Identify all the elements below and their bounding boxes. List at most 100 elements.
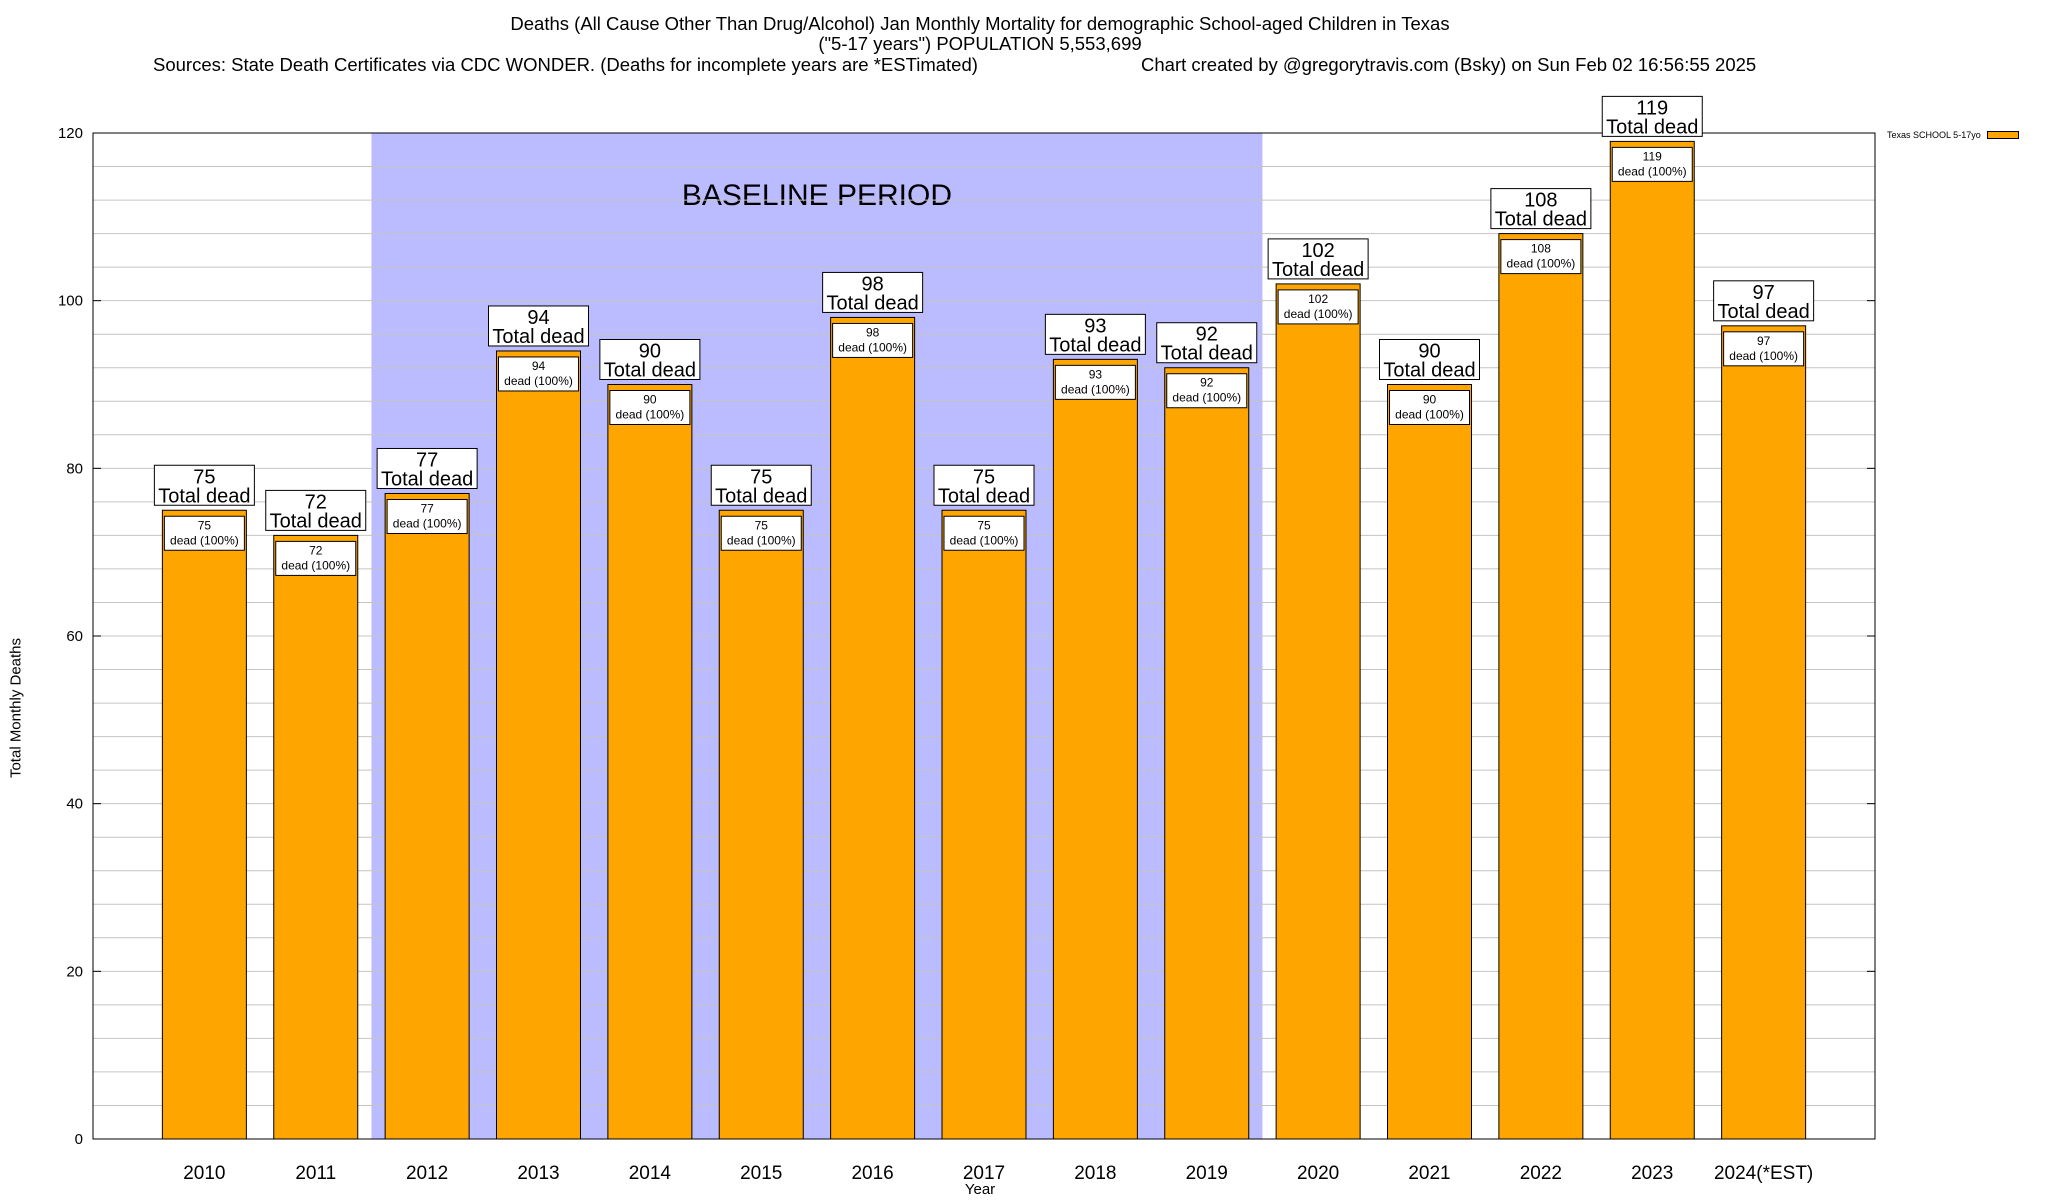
bar-inner-value: 75 [755,518,769,532]
bar-total-value: 72 [305,491,327,513]
bar-inner-percent: dead (100%) [1172,391,1241,405]
bar-total-label-box [1379,339,1480,380]
x-tick-label: 2023 [1631,1163,1673,1184]
x-tick-label: 2010 [183,1163,225,1184]
bar-total-label-box [1713,280,1815,322]
bar-total-label-box [933,464,1035,506]
legend-label: Texas SCHOOL 5-17yo [1887,130,1981,140]
bar-total-value: 75 [750,466,772,488]
bar-inner-value: 75 [977,518,991,532]
bar-total-caption: Total dead [1272,259,1364,281]
chart-title-line1: Deaths (All Cause Other Than Drug/Alcoho… [510,13,1450,34]
bar [1052,358,1138,1140]
baseline-label: BASELINE PERIOD [682,179,952,212]
chart-sources: Sources: State Death Certificates via CD… [153,54,978,75]
bar-inner-value: 90 [643,393,657,407]
bar-total-label-box [488,305,589,347]
x-tick-label: 2019 [1186,1163,1228,1184]
bar-inner-label-box [609,390,691,425]
bar-total-caption: Total dead [604,360,696,382]
bar-total-caption: Total dead [1495,209,1587,231]
y-tick-label: 20 [66,963,83,980]
bar-inner-percent: dead (100%) [1618,164,1687,178]
bar-inner-label-box [1054,364,1136,400]
x-tick-label: 2022 [1520,1163,1562,1184]
bar-total-label-box [1044,313,1146,355]
bar [1275,283,1361,1140]
bar-total-value: 102 [1301,240,1334,262]
bar-inner-label-box [943,515,1025,551]
x-tick-label: 2017 [963,1163,1005,1184]
bar [161,509,247,1140]
chart-title-line2: ("5-17 years") POPULATION 5,553,699 [818,33,1142,54]
bar-total-caption: Total dead [1606,116,1698,138]
bar-inner-value: 75 [198,518,212,532]
bar-total-caption: Total dead [938,485,1030,507]
bar-total-caption: Total dead [270,510,362,532]
bar-total-caption: Total dead [492,326,584,348]
bar-inner-percent: dead (100%) [504,374,573,388]
bar [1721,325,1807,1140]
bar-inner-percent: dead (100%) [170,533,239,547]
legend: Texas SCHOOL 5-17yo [1887,130,2019,140]
bar-total-label-box [710,464,812,506]
bar-total-value: 90 [639,341,661,363]
bar-inner-label-box [1500,239,1582,275]
bar-total-value: 90 [1418,341,1440,363]
bar-total-value: 75 [193,466,215,488]
bar-inner-label-box [275,540,357,576]
x-tick-label: 2014 [629,1163,672,1184]
bar-total-caption: Total dead [1161,343,1253,365]
bar-total-label-box [822,271,924,313]
bar-inner-label-box [1277,289,1359,325]
bar-total-value: 108 [1524,190,1557,212]
bar-inner-label-box [720,515,802,551]
bar-inner-value: 98 [866,325,880,339]
bar-total-label-box [1601,95,1703,137]
bar-inner-value: 97 [1757,334,1771,348]
x-tick-label: 2011 [295,1163,336,1184]
bar-inner-percent: dead (100%) [1729,349,1798,363]
bar-total-label-box [265,489,367,531]
bar-inner-percent: dead (100%) [1284,307,1353,321]
bar [941,509,1027,1140]
bar-total-label-box [376,447,478,489]
bar-inner-value: 72 [309,543,323,557]
bar-inner-percent: dead (100%) [1061,382,1130,396]
bar [1164,367,1250,1140]
bar-total-value: 119 [1636,97,1668,119]
bar-total-label-box [1156,322,1258,364]
bar-inner-label-box [1611,146,1693,182]
x-tick-label: 2020 [1297,1163,1339,1184]
bar-inner-percent: dead (100%) [393,516,462,530]
bar [718,509,804,1140]
x-axis-label: Year [964,1181,996,1198]
bar-inner-label-box [163,515,245,551]
bar [1609,140,1695,1140]
bar-inner-value: 77 [420,501,434,515]
chart-credit: Chart created by @gregorytravis.com (Bsk… [1141,54,1757,75]
bar-inner-value: 102 [1308,292,1328,306]
bar-total-caption: Total dead [715,485,807,507]
x-tick-label: 2013 [517,1163,559,1184]
y-axis-label: Total Monthly Deaths [7,637,25,779]
bar [1387,384,1472,1140]
bar-inner-value: 119 [1643,149,1662,163]
chart-title: Deaths (All Cause Other Than Drug/Alcoho… [0,14,1960,54]
bar-total-caption: Total dead [826,292,918,314]
bar-total-value: 97 [1753,282,1775,304]
bar-inner-value: 93 [1089,367,1103,381]
y-tick-label: 40 [66,796,83,813]
bar-inner-value: 90 [1423,393,1437,407]
bar-total-label-box [1490,188,1592,230]
bar-inner-percent: dead (100%) [1395,408,1464,422]
bar [1498,233,1584,1140]
x-tick-label: 2015 [740,1163,782,1184]
bar-total-label-box [153,464,255,506]
bar-inner-percent: dead (100%) [281,558,350,572]
bar-inner-label-box [1723,331,1805,367]
bar-total-value: 75 [973,466,995,488]
bar-inner-label-box [1166,373,1248,409]
bar-total-caption: Total dead [158,485,250,507]
bar-inner-percent: dead (100%) [1507,257,1576,271]
